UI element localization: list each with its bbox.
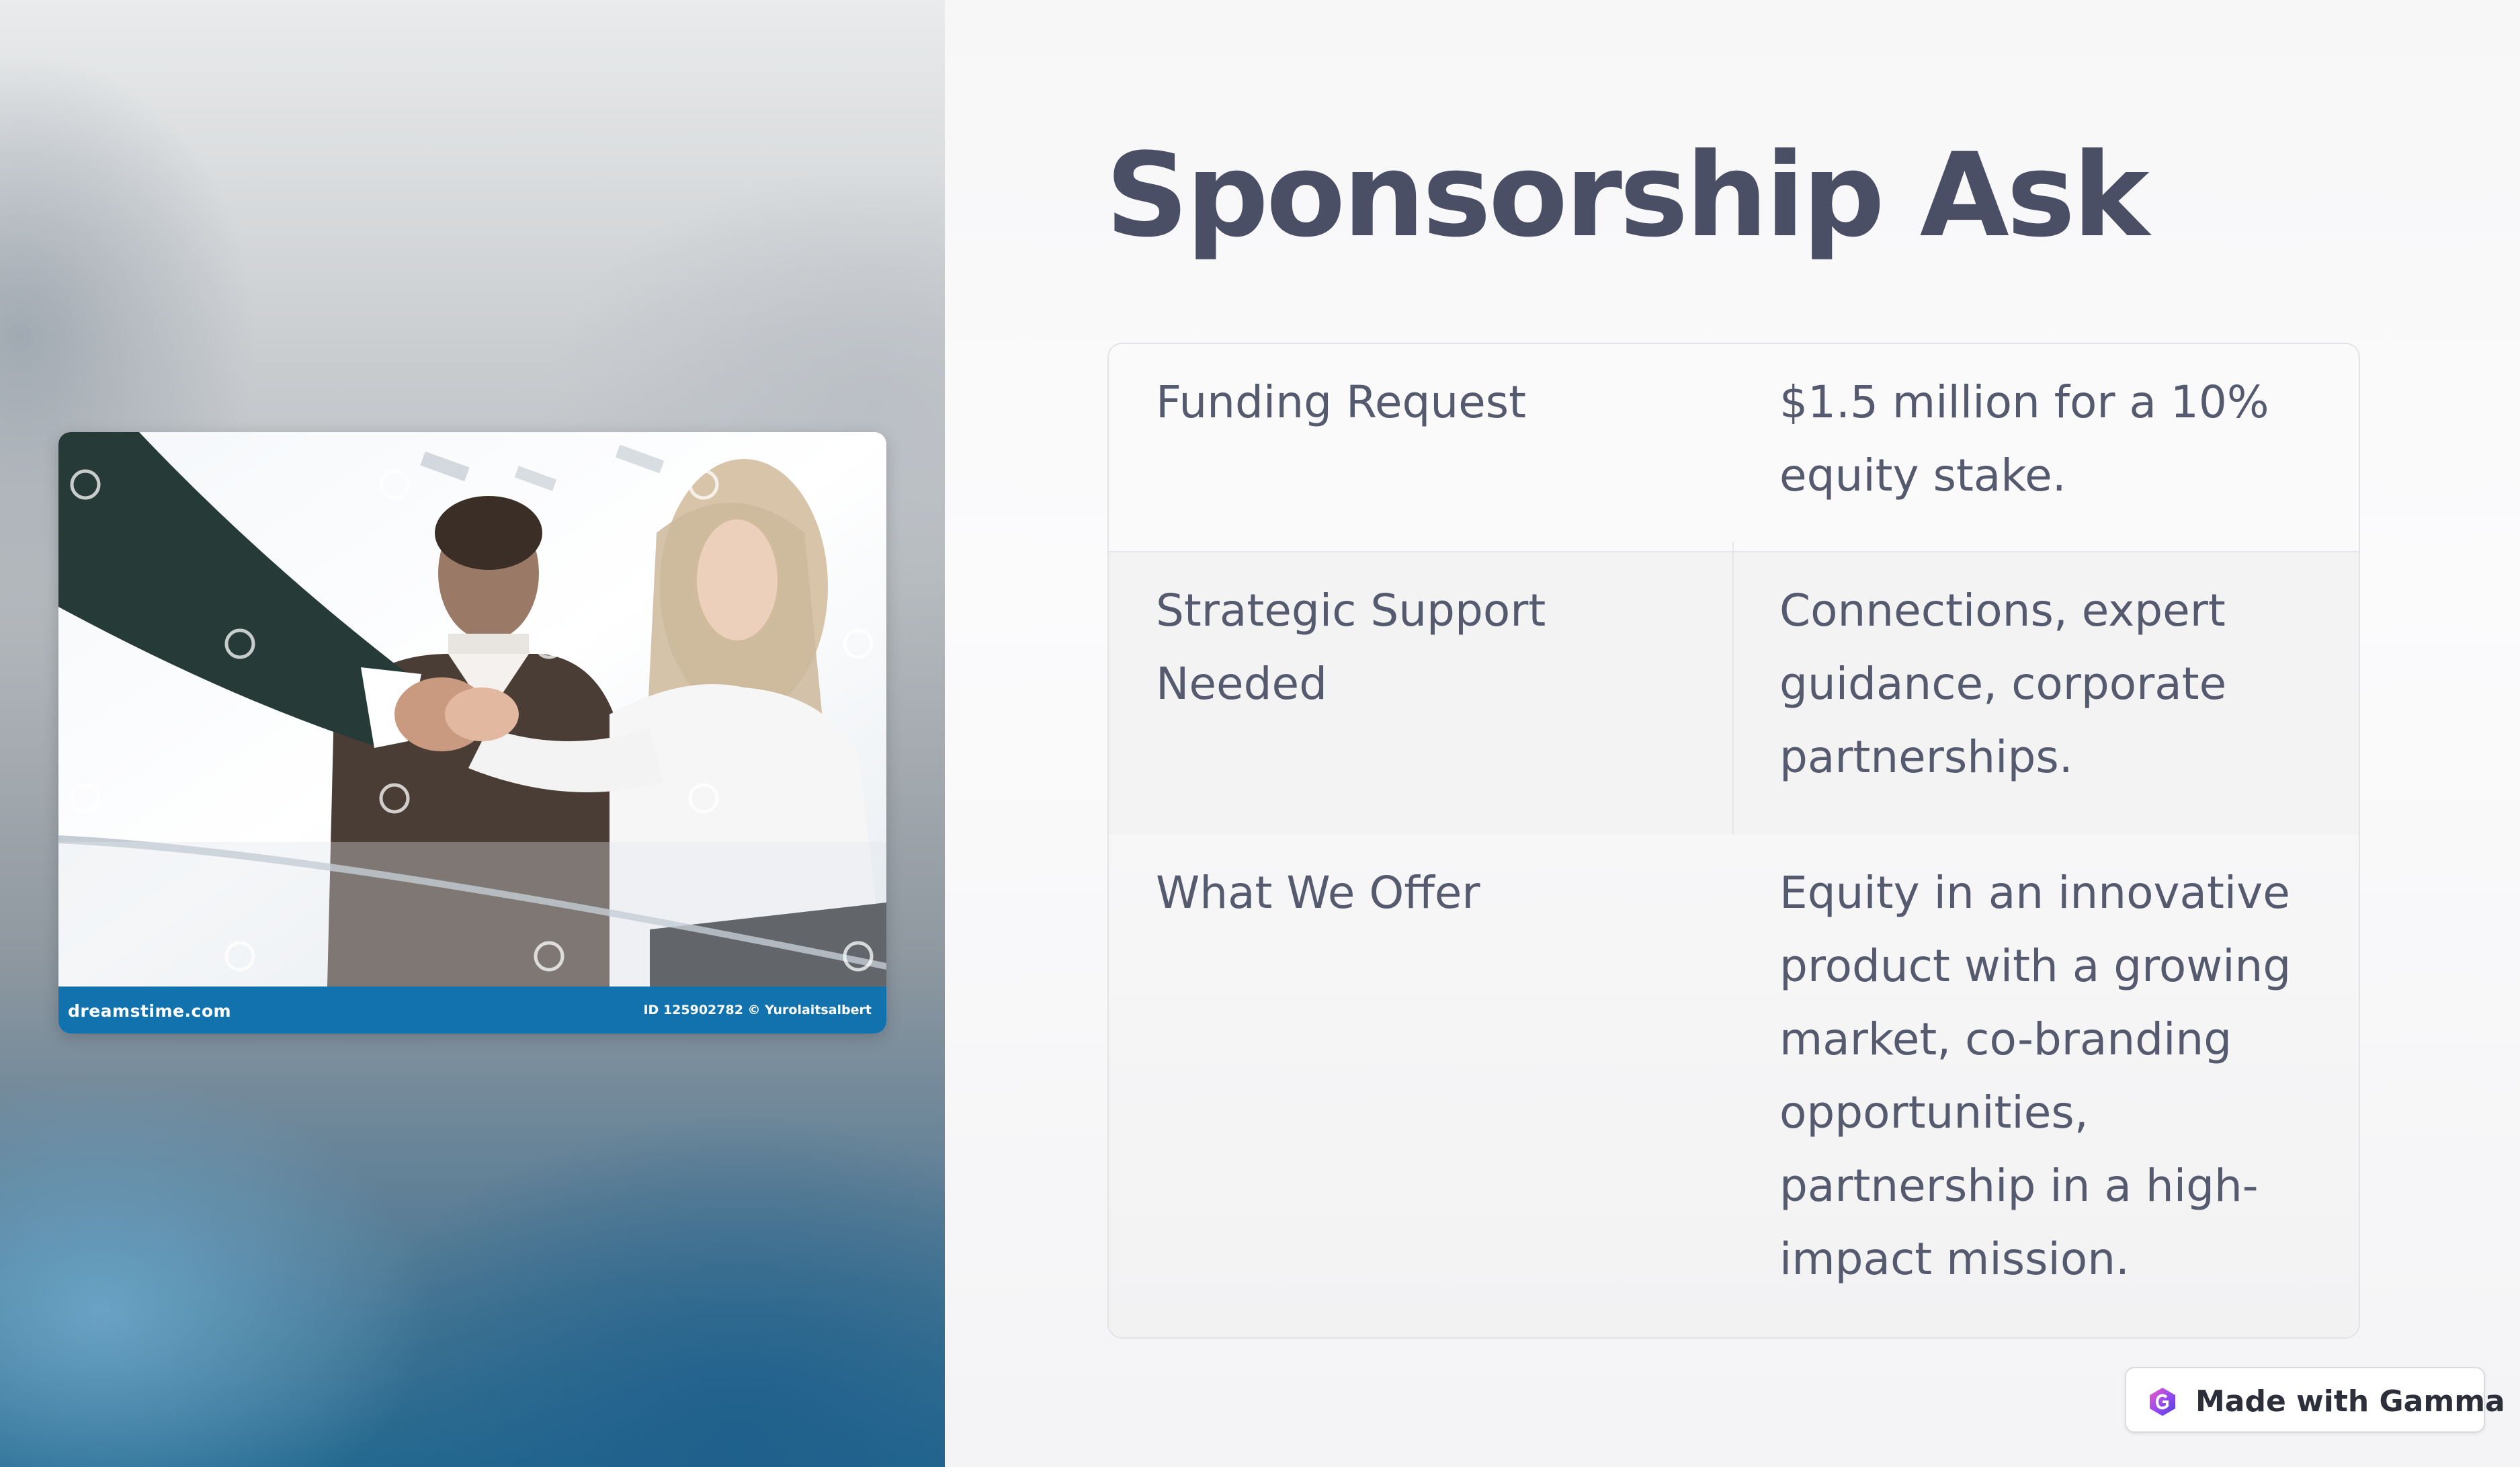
handshake-illustration (58, 432, 886, 987)
table-row-value: $1.5 million for a 10% equity stake. (1779, 376, 2269, 501)
table-row-value: Equity in an innovative product with a g… (1779, 867, 2292, 1285)
table-row: Strategic Support Needed Connections, ex… (1109, 542, 2359, 836)
table-row-label: Strategic Support Needed (1109, 542, 1734, 835)
table-row-label: Funding Request (1156, 376, 1527, 428)
photo-brand-label: dreamstime.com (68, 1001, 232, 1021)
slide-title: Sponsorship Ask (1105, 128, 2150, 263)
made-with-gamma-label: Made with Gamma (2195, 1384, 2505, 1419)
made-with-gamma-button[interactable]: Made with Gamma (2125, 1367, 2505, 1433)
table-row-label: What We Offer (1156, 867, 1480, 919)
table-row: What We Offer Equity in an innovative pr… (1109, 835, 2359, 1337)
gamma-logo-icon (2150, 1388, 2175, 1416)
photo-credit-label: ID 125902782 © Yurolaitsalbert (643, 1003, 872, 1017)
sponsorship-table: Funding Request $1.5 million for a 10% e… (1107, 343, 2360, 1339)
table-row: Funding Request $1.5 million for a 10% e… (1109, 344, 2359, 551)
photo-credit-bar: dreamstime.com ID 125902782 © Yurolaitsa… (58, 987, 886, 1034)
handshake-photo: dreamstime.com ID 125902782 © Yurolaitsa… (58, 432, 886, 1034)
left-image-panel: dreamstime.com ID 125902782 © Yurolaitsa… (0, 0, 945, 1467)
table-row-value: Connections, expert guidance, corporate … (1779, 585, 2227, 783)
